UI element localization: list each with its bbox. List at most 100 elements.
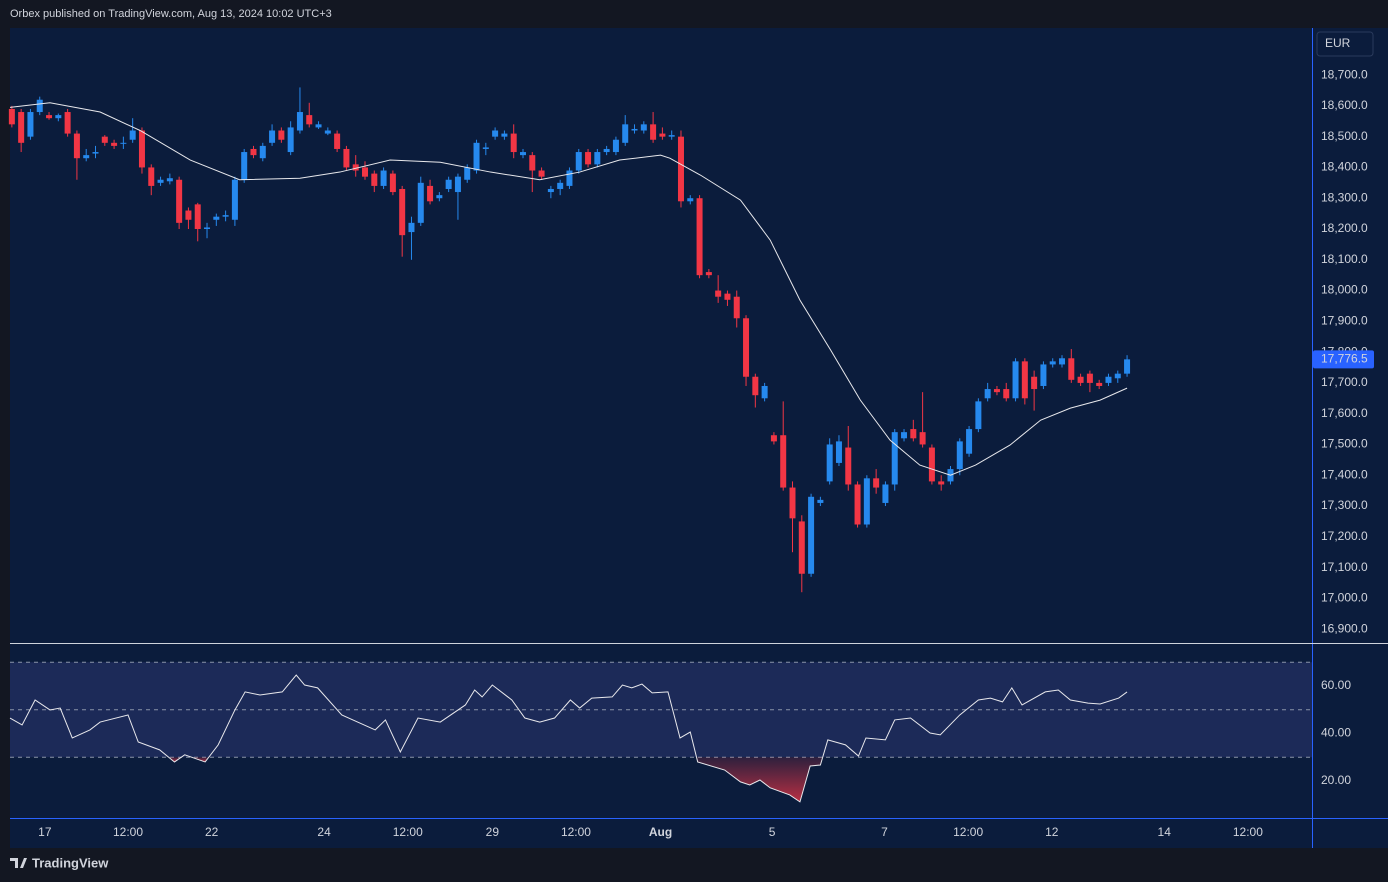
candle-body <box>222 215 229 217</box>
candle-body <box>780 435 787 488</box>
candle-body <box>1124 359 1131 374</box>
candle-body <box>770 435 777 442</box>
x-tick-label: 7 <box>881 825 888 839</box>
candle-body <box>362 167 369 177</box>
candle-body <box>835 441 842 463</box>
candle-body <box>1012 361 1019 399</box>
candle-body <box>306 115 313 125</box>
candle-body <box>826 444 833 482</box>
candle-body <box>966 429 973 454</box>
candle-body <box>975 401 982 430</box>
candle-body <box>631 128 638 131</box>
candle-body <box>575 152 582 171</box>
candle-body <box>454 176 461 193</box>
last-price-box <box>1313 350 1374 369</box>
candle-body <box>891 432 898 485</box>
y-tick-label: 18,700.0 <box>1321 67 1368 81</box>
x-tick-label: 14 <box>1158 825 1172 839</box>
candle-body <box>798 521 805 574</box>
candle-body <box>55 115 62 119</box>
candle-body <box>194 204 201 229</box>
candle-body <box>817 499 824 503</box>
candle-body <box>148 167 155 186</box>
candle-body <box>956 441 963 470</box>
candle-body <box>585 152 592 165</box>
candle-body <box>436 195 443 199</box>
candle-body <box>101 136 108 143</box>
candle-body <box>250 148 257 156</box>
y-tick-label: 16,900.0 <box>1321 621 1368 635</box>
candle-body <box>733 296 740 319</box>
candle-body <box>269 130 276 143</box>
candle-body <box>120 142 127 144</box>
y-tick-label: 18,600.0 <box>1321 98 1368 112</box>
candle-body <box>1003 389 1010 399</box>
candle-body <box>668 135 675 137</box>
candle-body <box>984 389 991 399</box>
y-tick-label: 18,300.0 <box>1321 190 1368 204</box>
candle-body <box>789 487 796 519</box>
x-tick-label: 12:00 <box>953 825 983 839</box>
candle-body <box>510 133 517 153</box>
x-tick-label: 17 <box>38 825 52 839</box>
rsi-oversold-fill <box>696 757 823 802</box>
candle-body <box>8 108 15 125</box>
candle-body <box>622 124 629 143</box>
candle-body <box>547 188 554 193</box>
candle-body <box>352 164 359 171</box>
candle-body <box>399 188 406 236</box>
candle-body <box>640 124 647 131</box>
candle-body <box>1086 373 1093 383</box>
candle-body <box>18 112 25 143</box>
candle-body <box>752 376 759 396</box>
x-tick-label: Aug <box>649 825 672 839</box>
candle-body <box>873 478 880 488</box>
y-tick-label: 17,500.0 <box>1321 437 1368 451</box>
candle-body <box>677 136 684 202</box>
candle-body <box>1040 364 1047 386</box>
candle-body <box>64 112 71 134</box>
candle-body <box>482 147 489 149</box>
candle-body <box>492 130 499 137</box>
currency-label[interactable]: EUR <box>1325 36 1351 50</box>
candle-body <box>993 389 1000 393</box>
last-price-label: 17,776.5 <box>1321 352 1368 366</box>
candle-body <box>743 318 750 377</box>
y-tick-label: 17,100.0 <box>1321 560 1368 574</box>
y-tick-label: 18,400.0 <box>1321 160 1368 174</box>
candle-body <box>538 170 545 177</box>
candle-body <box>445 179 452 189</box>
candle-body <box>83 155 90 159</box>
candle-body <box>417 182 424 223</box>
candle-body <box>36 99 43 113</box>
logo-icon <box>10 858 27 868</box>
candle-body <box>138 130 145 168</box>
candle-body <box>1049 361 1056 365</box>
y-tick-label: 17,200.0 <box>1321 529 1368 543</box>
x-tick-label: 22 <box>205 825 219 839</box>
candle-body <box>854 484 861 525</box>
x-tick-label: 12:00 <box>561 825 591 839</box>
x-tick-label: 12:00 <box>1233 825 1263 839</box>
candle-body <box>1059 358 1066 365</box>
candle-body <box>919 432 926 445</box>
candle-body <box>1114 373 1121 379</box>
candle-body <box>166 178 173 182</box>
candle-body <box>46 115 53 119</box>
candle-body <box>612 139 619 153</box>
candle-body <box>296 112 303 131</box>
candle-body <box>231 179 238 220</box>
currency-button[interactable] <box>1316 31 1374 57</box>
y-tick-label: 17,400.0 <box>1321 467 1368 481</box>
x-tick-label: 12:00 <box>113 825 143 839</box>
x-tick-label: 5 <box>769 825 776 839</box>
candle-body <box>371 173 378 186</box>
y-tick-label: 18,500.0 <box>1321 129 1368 143</box>
candle-body <box>73 133 80 159</box>
candle-body <box>343 148 350 168</box>
rsi-oversold-fill <box>168 757 182 762</box>
x-tick-label: 29 <box>486 825 500 839</box>
header-text: Orbex published on TradingView.com, Aug … <box>10 8 332 20</box>
candle-body <box>389 173 396 193</box>
